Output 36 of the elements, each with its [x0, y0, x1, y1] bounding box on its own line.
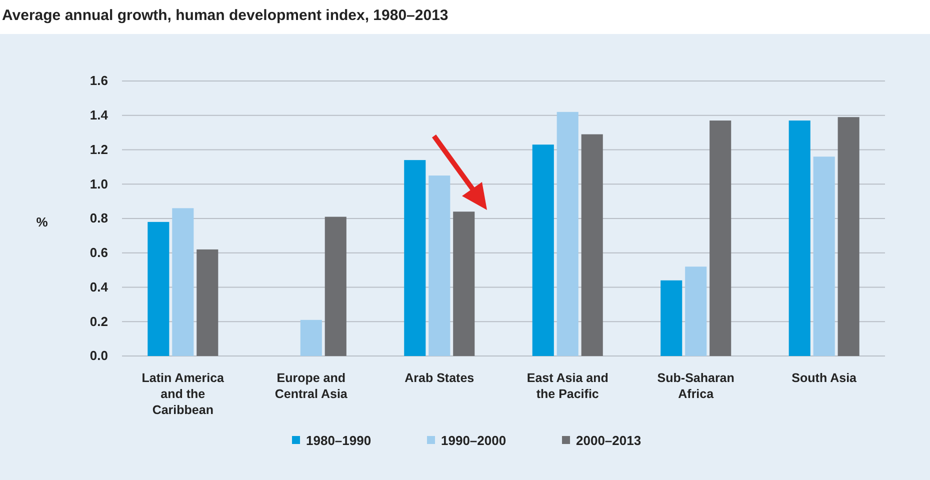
- bar: [838, 117, 860, 356]
- x-tick-label: Arab States: [404, 371, 474, 385]
- y-tick-label: 0.8: [90, 210, 108, 226]
- y-tick-label: 0.6: [90, 245, 108, 260]
- y-tick-label: 0.0: [90, 348, 108, 364]
- bar: [404, 160, 426, 356]
- bar: [172, 208, 194, 356]
- y-tick-label: 1.2: [90, 142, 108, 157]
- bar: [148, 222, 170, 356]
- y-tick-label: 1.6: [90, 73, 108, 88]
- x-tick-label: Europe and Central Asia: [274, 371, 348, 401]
- x-tick-label: East Asia and the Pacific: [526, 371, 608, 401]
- bar: [788, 120, 810, 356]
- legend-label: 1980–1990: [306, 433, 372, 448]
- chart-title: Average annual growth, human development index, 1980–2013: [2, 7, 448, 24]
- bar: [660, 280, 682, 356]
- bar: [324, 216, 346, 356]
- bar: [453, 212, 475, 356]
- legend-label: 1990–2000: [441, 433, 506, 448]
- bar: [710, 120, 732, 356]
- y-tick-label: 0.2: [90, 314, 108, 329]
- legend-label: 2000–2013: [576, 433, 642, 448]
- bar: [813, 156, 835, 356]
- y-axis-title: %: [36, 214, 48, 230]
- x-tick-label: Latin America and the Caribbean: [142, 371, 226, 417]
- bar: [532, 144, 554, 356]
- bar: [556, 112, 578, 356]
- bar: [196, 249, 218, 356]
- bar: [685, 266, 707, 356]
- y-tick-label: 1.4: [90, 108, 109, 123]
- x-tick-label: South Asia: [792, 371, 858, 385]
- bar: [300, 320, 322, 356]
- y-tick-label: 1.0: [90, 176, 108, 192]
- y-tick-label: 0.4: [90, 279, 109, 294]
- x-tick-label: Sub-Saharan Africa: [657, 371, 734, 401]
- bar: [581, 134, 603, 356]
